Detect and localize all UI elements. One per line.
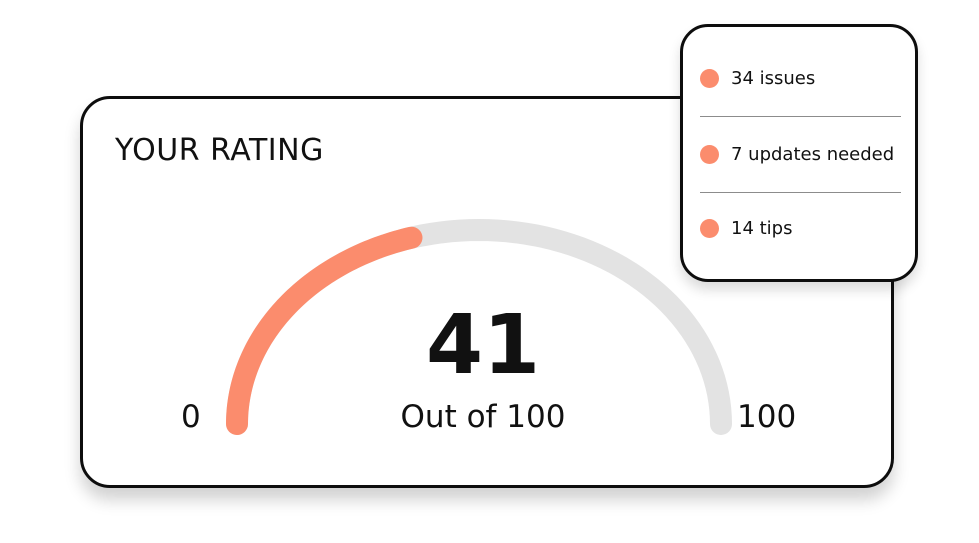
score-caption: Out of 100 xyxy=(400,399,566,435)
status-dot-icon xyxy=(700,145,719,164)
rating-gauge xyxy=(226,218,732,435)
summary-label: 7 updates needed xyxy=(731,144,895,165)
status-dot-icon xyxy=(700,69,719,88)
gauge-max-label: 100 xyxy=(737,399,797,435)
score-value: 41 xyxy=(425,298,541,393)
card-title: YOUR RATING xyxy=(115,133,324,168)
gauge-fill xyxy=(226,226,423,435)
status-dot-icon xyxy=(700,218,719,238)
gauge-min-label: 0 xyxy=(181,399,201,435)
summary-label: 34 issues xyxy=(731,68,816,89)
summary-card: 34 issues 7 updates needed 14 tips xyxy=(680,24,918,282)
summary-item-issues: 34 issues xyxy=(700,41,901,117)
summary-label: 14 tips xyxy=(731,217,793,239)
summary-item-updates: 7 updates needed xyxy=(700,117,901,193)
summary-item-tips: 14 tips xyxy=(700,190,901,266)
